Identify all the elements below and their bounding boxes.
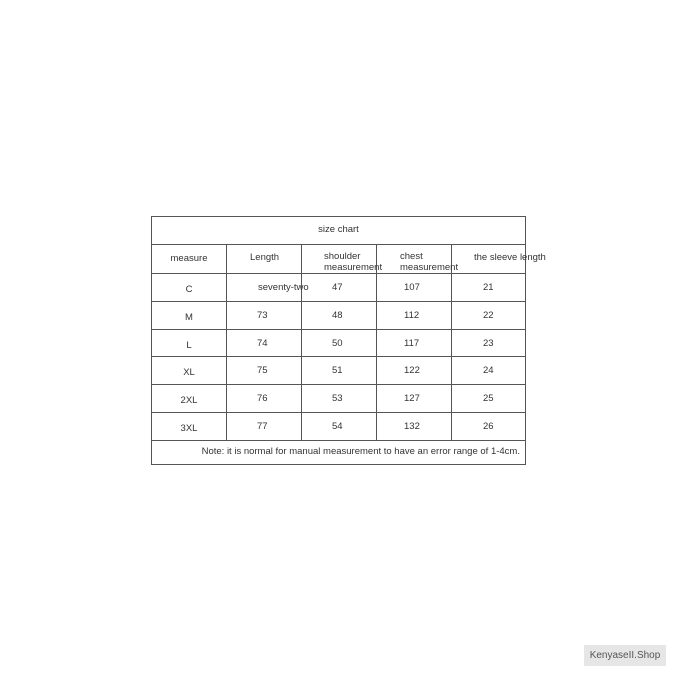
table-cell: 107: [377, 274, 452, 301]
table-cell: 127: [377, 385, 452, 412]
cell-value: 53: [332, 393, 343, 405]
note-text: Note: it is normal for manual measuremen…: [201, 446, 520, 457]
table-cell: 2XL: [152, 385, 227, 412]
note-row: Note: it is normal for manual measuremen…: [152, 441, 525, 465]
table-cell: 24: [452, 357, 527, 384]
table-cell: 54: [302, 413, 377, 440]
table-cell: 53: [302, 385, 377, 412]
cell-value: 75: [257, 365, 268, 377]
table-cell: 22: [452, 302, 527, 329]
cell-value: 76: [257, 393, 268, 405]
table-row: 2XL 76 53 127 25: [152, 385, 525, 413]
cell-value: seventy-two: [258, 282, 309, 293]
header-row: measure Length shoulder measurement chest m…: [152, 245, 546, 274]
header-label: chest measurement: [400, 251, 459, 273]
cell-value: 107: [404, 282, 420, 293]
table-cell: 112: [377, 301, 452, 329]
cell-value: 122: [404, 365, 420, 377]
header-cell: shoulder measurement: [302, 245, 382, 273]
header-label: the sleeve length: [474, 252, 546, 263]
header-cell: measure: [152, 245, 227, 273]
table-cell: M: [152, 301, 227, 329]
table-cell: 117: [377, 329, 452, 357]
table-cell: 132: [377, 413, 452, 440]
table-cell: C: [152, 274, 227, 301]
cell-value: 74: [257, 337, 268, 349]
table-cell: 76: [227, 385, 302, 412]
cell-value: 25: [483, 393, 494, 405]
size-chart-table: size chart measure Length shoulder measure…: [151, 216, 546, 465]
cell-value: 54: [332, 421, 343, 432]
header-cell: the sleeve length: [452, 245, 546, 273]
table-row: M 73 48 112 22: [152, 301, 527, 330]
cell-value: 48: [332, 309, 343, 321]
cell-value: 112: [404, 309, 420, 321]
cell-value: M: [185, 311, 193, 323]
cell-value: 22: [483, 309, 494, 321]
cell-value: 50: [332, 337, 343, 349]
table-cell: 50: [302, 329, 377, 357]
header-label: shoulder measurement: [324, 251, 383, 273]
cell-value: 73: [257, 309, 268, 321]
header-label: measure: [170, 253, 208, 264]
cell-value: 23: [483, 337, 494, 349]
title-row: size chart: [152, 217, 525, 245]
table-cell: L: [152, 329, 227, 357]
table-cell: 21: [452, 274, 527, 301]
table-cell: 73: [227, 301, 302, 329]
table-cell: XL: [152, 357, 227, 385]
table-cell: 3XL: [152, 413, 227, 440]
cell-value: 3XL: [180, 423, 198, 434]
table-cell: 23: [452, 330, 527, 357]
cell-value: 26: [483, 421, 494, 432]
cell-value: 117: [404, 337, 420, 349]
cell-value: XL: [183, 367, 195, 379]
cell-value: 47: [332, 282, 343, 293]
cell-value: 77: [257, 421, 268, 432]
table-cell: 77: [227, 413, 302, 440]
cell-value: L: [186, 339, 192, 351]
header-cell: Length: [227, 245, 302, 273]
table-cell: 26: [452, 413, 527, 440]
table-cell: 48: [302, 301, 377, 329]
watermark: KenyaseII.Shop: [584, 645, 666, 666]
table-title: size chart: [318, 224, 359, 235]
table-cell: seventy-two: [227, 274, 309, 301]
header-cell: chest measurement: [377, 245, 458, 273]
table-cell: 47: [302, 274, 377, 301]
header-label: Length: [250, 252, 280, 263]
table-cell: 75: [227, 357, 302, 385]
table-cell: 122: [377, 357, 452, 385]
table-row: XL 75 51 122 24: [152, 357, 527, 386]
table-row: 3XL 77 54 132 26: [152, 413, 525, 441]
cell-value: 132: [404, 421, 420, 432]
cell-value: 21: [483, 282, 494, 293]
table-cell: 25: [452, 385, 527, 412]
table-cell: 74: [227, 329, 302, 357]
table-cell: 51: [302, 357, 377, 385]
cell-value: 51: [332, 365, 343, 377]
cell-value: 24: [483, 365, 494, 377]
cell-value: C: [185, 284, 193, 295]
cell-value: 2XL: [180, 395, 198, 407]
table-row: L 74 50 117 23: [152, 329, 527, 358]
cell-value: 127: [404, 393, 420, 405]
